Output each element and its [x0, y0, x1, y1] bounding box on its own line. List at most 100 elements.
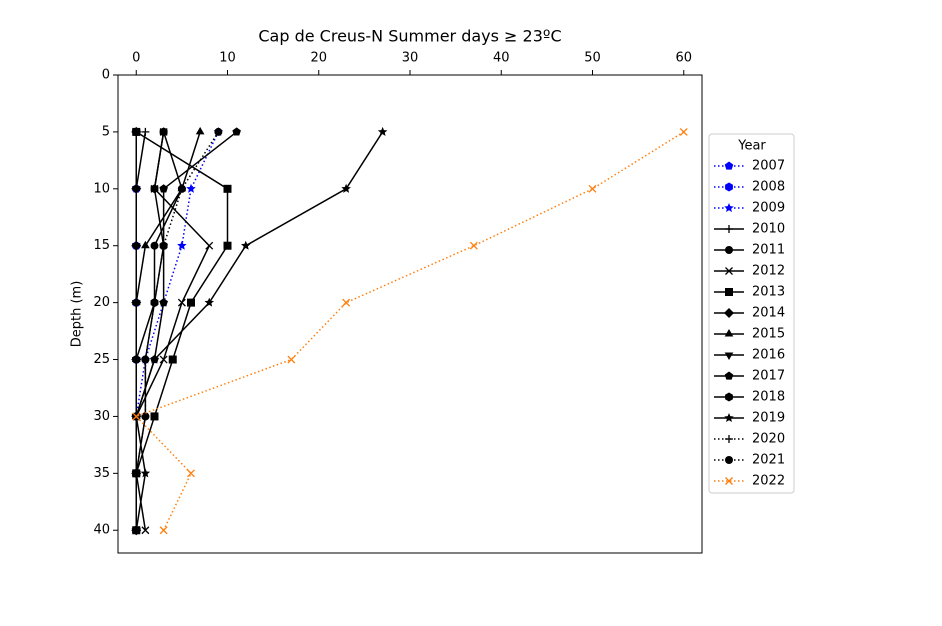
legend-label: 2019 [752, 411, 785, 426]
x-tick-label: 50 [584, 51, 601, 66]
marker [141, 240, 150, 249]
marker [724, 308, 734, 318]
marker [187, 298, 195, 307]
marker [214, 127, 223, 136]
marker [204, 297, 215, 307]
marker [377, 126, 388, 136]
x-tick-label: 40 [493, 51, 510, 66]
y-axis-label: Depth (m) [70, 281, 85, 348]
marker [159, 355, 168, 364]
legend-title: Year [737, 139, 766, 154]
marker [341, 183, 351, 193]
x-tick-label: 0 [132, 51, 140, 66]
marker [187, 469, 195, 478]
marker [342, 298, 351, 307]
marker [724, 352, 734, 360]
y-tick-label: 0 [102, 68, 110, 83]
marker [195, 126, 205, 135]
marker [168, 355, 177, 364]
marker [177, 184, 186, 193]
x-tick-label: 30 [402, 51, 419, 66]
marker [132, 526, 141, 535]
legend-label: 2010 [752, 222, 785, 237]
marker [159, 184, 168, 193]
series-line [135, 131, 183, 531]
series-line [135, 131, 165, 531]
marker [725, 456, 733, 464]
marker [725, 477, 733, 485]
marker [232, 127, 241, 136]
marker [223, 184, 232, 193]
marker [725, 182, 733, 192]
marker [132, 184, 141, 193]
marker [132, 127, 141, 136]
legend-label: 2013 [752, 285, 785, 300]
marker [725, 246, 733, 254]
y-tick-label: 20 [93, 295, 110, 310]
marker [150, 241, 159, 250]
x-tick-label: 60 [675, 51, 692, 66]
marker [177, 298, 186, 307]
marker [679, 127, 688, 136]
marker [588, 184, 597, 193]
legend-label: 2014 [752, 306, 785, 321]
marker [159, 298, 168, 307]
marker [223, 241, 232, 250]
legend-label: 2021 [752, 453, 785, 468]
legend-label: 2016 [752, 348, 785, 363]
marker [140, 468, 151, 478]
marker [725, 267, 733, 275]
marker [150, 412, 159, 421]
marker [132, 469, 141, 478]
legend-label: 2020 [752, 432, 785, 447]
legend-label: 2007 [752, 159, 785, 174]
marker [132, 241, 141, 250]
marker [141, 127, 150, 136]
legend-box [708, 133, 795, 494]
marker [725, 435, 733, 443]
marker [469, 241, 478, 250]
marker [132, 355, 141, 364]
y-tick-label: 5 [102, 124, 110, 139]
x-tick-label: 10 [219, 51, 236, 66]
y-tick-label: 40 [93, 523, 110, 538]
marker [287, 355, 296, 364]
y-tick-label: 25 [93, 352, 110, 367]
legend-label: 2011 [752, 243, 785, 258]
marker [177, 240, 187, 250]
legend-label: 2012 [752, 264, 785, 279]
marker [141, 355, 150, 364]
chart-title: Cap de Creus-N Summer days ≥ 23ºC [258, 27, 561, 46]
y-tick-label: 35 [93, 466, 110, 481]
marker [725, 392, 733, 402]
marker [132, 412, 141, 421]
marker [159, 127, 168, 137]
marker [159, 241, 168, 250]
marker [132, 298, 141, 307]
marker [724, 203, 734, 213]
legend-label: 2015 [752, 327, 785, 342]
series-line [135, 131, 384, 531]
y-tick-label: 10 [93, 181, 110, 196]
marker [205, 241, 214, 250]
marker [149, 354, 160, 364]
marker [724, 413, 734, 423]
marker [150, 184, 159, 194]
marker [186, 183, 196, 193]
marker [150, 298, 159, 307]
marker [725, 288, 733, 296]
legend-label: 2018 [752, 390, 785, 405]
marker [724, 329, 734, 337]
legend-label: 2008 [752, 180, 785, 195]
x-tick-label: 20 [310, 51, 327, 66]
legend-label: 2022 [752, 474, 785, 489]
marker [724, 371, 734, 380]
legend-label: 2009 [752, 201, 785, 216]
marker [141, 526, 150, 535]
legend-label: 2017 [752, 369, 785, 384]
series-line [134, 131, 685, 531]
marker [141, 412, 150, 421]
